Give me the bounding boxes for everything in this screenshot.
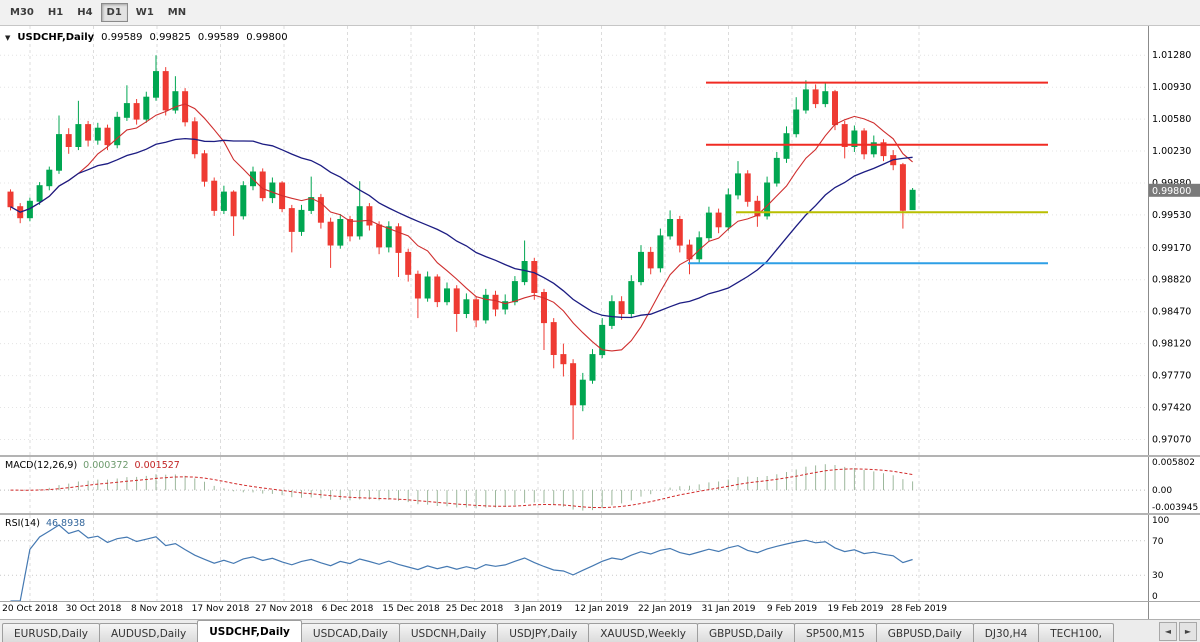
- chart-tab-usdchf-daily[interactable]: USDCHF,Daily: [197, 620, 302, 642]
- svg-text:0.98120: 0.98120: [1152, 339, 1191, 350]
- date-label: 12 Jan 2019: [574, 604, 629, 614]
- chart-tab-usdcnh-daily[interactable]: USDCNH,Daily: [398, 623, 499, 642]
- svg-text:1.01280: 1.01280: [1152, 50, 1191, 61]
- chart-tab-gbpusd-daily[interactable]: GBPUSD,Daily: [875, 623, 974, 642]
- svg-text:0.98820: 0.98820: [1152, 275, 1191, 286]
- svg-text:1.00580: 1.00580: [1152, 114, 1191, 125]
- date-label: 17 Nov 2018: [191, 604, 250, 614]
- svg-text:0.99170: 0.99170: [1152, 243, 1191, 254]
- chart-tab-audusd-daily[interactable]: AUDUSD,Daily: [98, 623, 199, 642]
- svg-text:100: 100: [1152, 516, 1169, 526]
- timeframe-w1-button[interactable]: W1: [135, 7, 154, 18]
- svg-text:70: 70: [1152, 537, 1164, 547]
- timeframe-h4-button[interactable]: H4: [77, 7, 93, 18]
- date-label: 8 Nov 2018: [131, 604, 183, 614]
- svg-text:-0.003945: -0.003945: [1152, 503, 1198, 513]
- date-label: 19 Feb 2019: [827, 604, 884, 614]
- panel-splitter[interactable]: [0, 455, 1200, 457]
- chart-tab-eurusd-daily[interactable]: EURUSD,Daily: [2, 623, 100, 642]
- svg-text:1.00230: 1.00230: [1152, 146, 1191, 157]
- svg-text:0.99880: 0.99880: [1152, 178, 1191, 189]
- svg-text:0: 0: [1152, 592, 1158, 601]
- svg-text:0.005802: 0.005802: [1152, 458, 1195, 468]
- tab-scroll-left-icon[interactable]: ◄: [1159, 622, 1177, 641]
- date-label: 22 Jan 2019: [638, 604, 692, 614]
- timeframe-m30-button[interactable]: M30: [10, 7, 34, 18]
- date-label: 30 Oct 2018: [65, 604, 122, 614]
- date-label: 28 Feb 2019: [890, 604, 948, 614]
- axis-divider: [1148, 602, 1149, 619]
- panel-splitter[interactable]: [0, 513, 1200, 515]
- svg-text:0.97770: 0.97770: [1152, 371, 1191, 382]
- chart-tab-xauusd-weekly[interactable]: XAUUSD,Weekly: [588, 623, 698, 642]
- chart-tab-usdjpy-daily[interactable]: USDJPY,Daily: [497, 623, 590, 642]
- svg-text:0.99530: 0.99530: [1152, 210, 1191, 221]
- chart-tab-gbpusd-daily[interactable]: GBPUSD,Daily: [696, 623, 795, 642]
- svg-text:0.97420: 0.97420: [1152, 403, 1191, 414]
- timeframe-d1-button[interactable]: D1: [100, 3, 128, 22]
- svg-text:30: 30: [1152, 571, 1164, 581]
- chart-tab-bar: EURUSD,Daily AUDUSD,Daily USDCHF,Daily USDC…: [0, 619, 1200, 642]
- date-axis: 20 Oct 2018 30 Oct 2018 8 Nov 2018 17 Nov 2…: [0, 601, 1200, 619]
- rsi-chart[interactable]: 100 70 30 0: [0, 515, 1200, 601]
- date-label: 6 Dec 2018: [321, 604, 374, 614]
- svg-text:0.98470: 0.98470: [1152, 307, 1191, 318]
- timeframe-mn-button[interactable]: MN: [167, 7, 187, 18]
- date-label: 31 Jan 2019: [701, 604, 756, 614]
- timeframe-toolbar: M30 H1 H4 D1 W1 MN: [0, 0, 1200, 26]
- chart-tab-usdcad-daily[interactable]: USDCAD,Daily: [300, 623, 400, 642]
- chevron-down-icon[interactable]: ▼: [5, 33, 11, 42]
- svg-text:0.00: 0.00: [1152, 486, 1172, 496]
- svg-text:0.97070: 0.97070: [1152, 435, 1191, 446]
- tab-scroll-right-icon[interactable]: ►: [1179, 622, 1197, 641]
- chart-tab-dj30-h4[interactable]: DJ30,H4: [972, 623, 1040, 642]
- macd-panel[interactable]: 0.005802 0.00 -0.003945 MACD(12,26,9) 0.00…: [0, 457, 1200, 513]
- date-label: 20 Oct 2018: [2, 604, 58, 614]
- date-label: 25 Dec 2018: [445, 604, 504, 614]
- svg-text:1.00930: 1.00930: [1152, 82, 1191, 93]
- date-label: 15 Dec 2018: [382, 604, 440, 614]
- date-label: 27 Nov 2018: [255, 604, 313, 614]
- date-label: 9 Feb 2019: [766, 604, 818, 614]
- chart-tab-sp500-m15[interactable]: SP500,M15: [793, 623, 877, 642]
- price-chart-panel[interactable]: 1.01280 1.00930 1.00580 1.00230 0.99880 0.995…: [0, 26, 1200, 455]
- svg-text:0.99800: 0.99800: [1152, 186, 1191, 197]
- date-label: 3 Jan 2019: [513, 604, 563, 614]
- macd-chart[interactable]: 0.005802 0.00 -0.003945: [0, 457, 1200, 513]
- timeframe-h1-button[interactable]: H1: [47, 7, 64, 18]
- chart-tab-tech100[interactable]: TECH100,: [1038, 623, 1114, 642]
- rsi-panel[interactable]: 100 70 30 0 RSI(14) 46.8938: [0, 515, 1200, 601]
- candlestick-chart[interactable]: 1.01280 1.00930 1.00580 1.00230 0.99880 0.995…: [0, 26, 1200, 455]
- tab-scroll-arrows: ◄ ►: [1156, 622, 1200, 642]
